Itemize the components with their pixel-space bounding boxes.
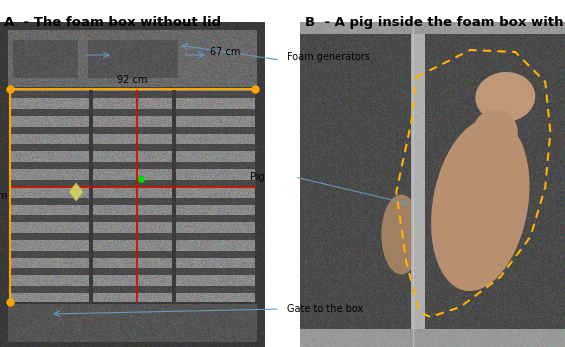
Text: Pig: Pig xyxy=(250,172,264,182)
Text: Gate to the box: Gate to the box xyxy=(287,304,363,314)
Ellipse shape xyxy=(475,72,535,122)
Text: 92 cm: 92 cm xyxy=(118,75,147,85)
Ellipse shape xyxy=(431,118,529,291)
Text: B  - A pig inside the foam box with lid: B - A pig inside the foam box with lid xyxy=(305,16,565,29)
Ellipse shape xyxy=(473,110,518,154)
Ellipse shape xyxy=(381,195,421,274)
Text: A  - The foam box without lid: A - The foam box without lid xyxy=(4,16,221,29)
Text: 110 cm: 110 cm xyxy=(0,191,7,201)
Text: Foam generators: Foam generators xyxy=(287,52,370,62)
Text: 67 cm: 67 cm xyxy=(210,47,240,57)
Polygon shape xyxy=(69,183,84,201)
